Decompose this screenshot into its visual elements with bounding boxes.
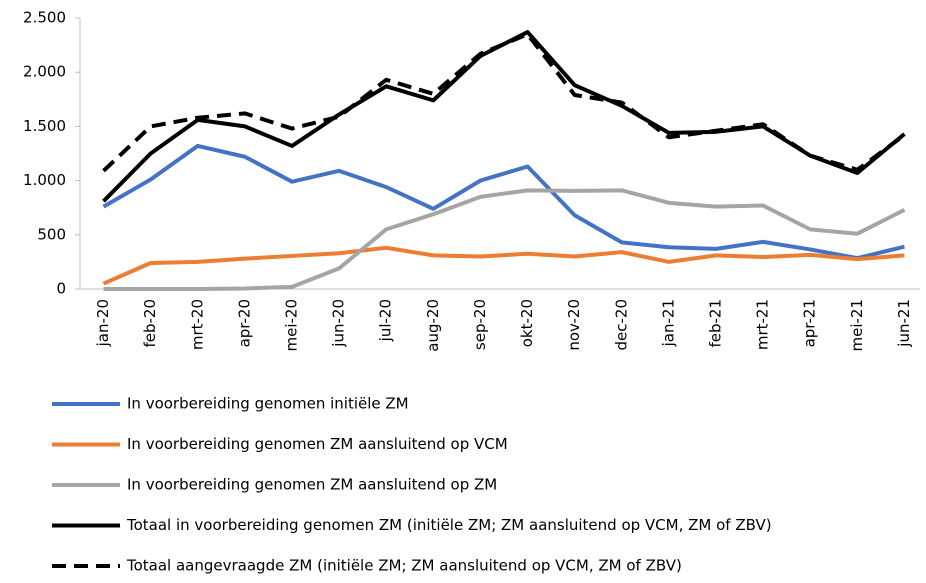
legend-label: In voorbereiding genomen initiële ZM [127,395,409,413]
x-tick-label: apr-20 [235,299,253,347]
legend-label: Totaal aangevraagde ZM (initiële ZM; ZM … [126,557,682,575]
y-tick-label: 1.500 [23,117,66,135]
x-tick-label: feb-20 [141,299,159,348]
x-tick-label: okt-20 [518,299,536,347]
x-tick-label: aug-20 [424,299,442,352]
x-tick-label: jan-20 [94,299,112,347]
legend-label: Totaal in voorbereiding genomen ZM (init… [126,516,772,534]
y-tick-label: 2.500 [23,9,66,27]
x-tick-label: jun-20 [330,299,348,348]
y-tick-label: 0 [56,280,66,298]
legend-label: In voorbereiding genomen ZM aansluitend … [127,476,497,494]
x-tick-label: mrt-20 [188,299,206,350]
x-tick-label: jul-20 [377,299,395,342]
x-tick-label: mei-20 [283,299,301,352]
y-tick-label: 2.000 [23,63,66,81]
x-tick-label: mei-21 [848,299,866,352]
x-tick-label: dec-20 [612,299,630,351]
y-tick-label: 500 [37,225,66,243]
series-line [102,30,906,203]
x-tick-label: nov-20 [565,299,583,351]
x-tick-label: jun-21 [895,299,913,348]
legend-label: In voorbereiding genomen ZM aansluitend … [127,435,508,453]
x-tick-label: mrt-21 [754,299,772,350]
x-tick-label: jan-21 [659,299,677,347]
y-tick-label: 1.000 [23,171,66,189]
x-tick-label: sep-20 [471,299,489,350]
x-tick-label: feb-21 [707,299,725,348]
series-line [102,143,905,261]
x-tick-label: apr-21 [801,299,819,347]
series-line [103,188,906,291]
series-line [102,245,905,286]
